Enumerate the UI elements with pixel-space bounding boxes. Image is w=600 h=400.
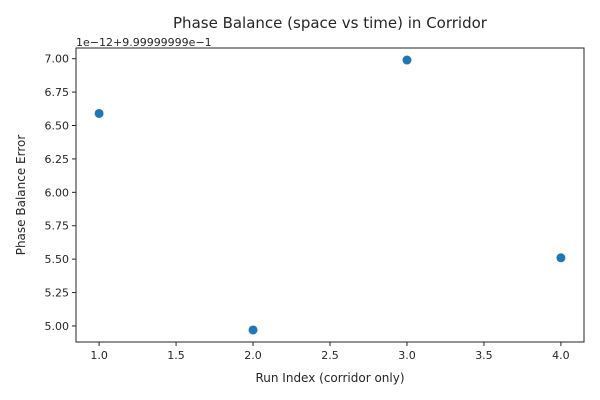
x-tick-label: 2.0: [244, 349, 262, 362]
y-tick-label: 5.25: [45, 287, 70, 300]
x-tick-label: 4.0: [552, 349, 570, 362]
y-tick-label: 5.75: [45, 220, 70, 233]
data-point: [402, 55, 412, 65]
x-tick-label: 1.5: [167, 349, 185, 362]
y-tick-label: 5.00: [45, 320, 70, 333]
x-axis-ticks: 1.0 1.5 2.0 2.5 3.0 3.5 4.0: [90, 342, 570, 362]
y-axis-offset-label: 1e−12+9.99999999e−1: [76, 36, 212, 49]
chart-title: Phase Balance (space vs time) in Corrido…: [173, 14, 488, 32]
x-tick-label: 1.0: [90, 349, 108, 362]
x-tick-label: 2.5: [321, 349, 339, 362]
y-axis-ticks: 5.00 5.25 5.50 5.75 6.00 6.25 6.50 6.75 7.00: [45, 53, 76, 333]
y-tick-label: 7.00: [45, 53, 70, 66]
data-point: [248, 325, 258, 335]
data-point: [94, 108, 104, 118]
y-tick-label: 6.25: [45, 153, 70, 166]
y-tick-label: 6.75: [45, 86, 70, 99]
x-axis-label: Run Index (corridor only): [255, 371, 404, 385]
y-axis-label: Phase Balance Error: [14, 135, 28, 256]
y-tick-label: 6.50: [45, 120, 70, 133]
plot-area-frame: [75, 47, 585, 343]
data-points: [94, 55, 566, 335]
x-tick-label: 3.5: [475, 349, 493, 362]
y-tick-label: 5.50: [45, 253, 70, 266]
x-tick-label: 3.0: [398, 349, 416, 362]
data-point: [556, 253, 566, 263]
y-tick-label: 6.00: [45, 186, 70, 199]
